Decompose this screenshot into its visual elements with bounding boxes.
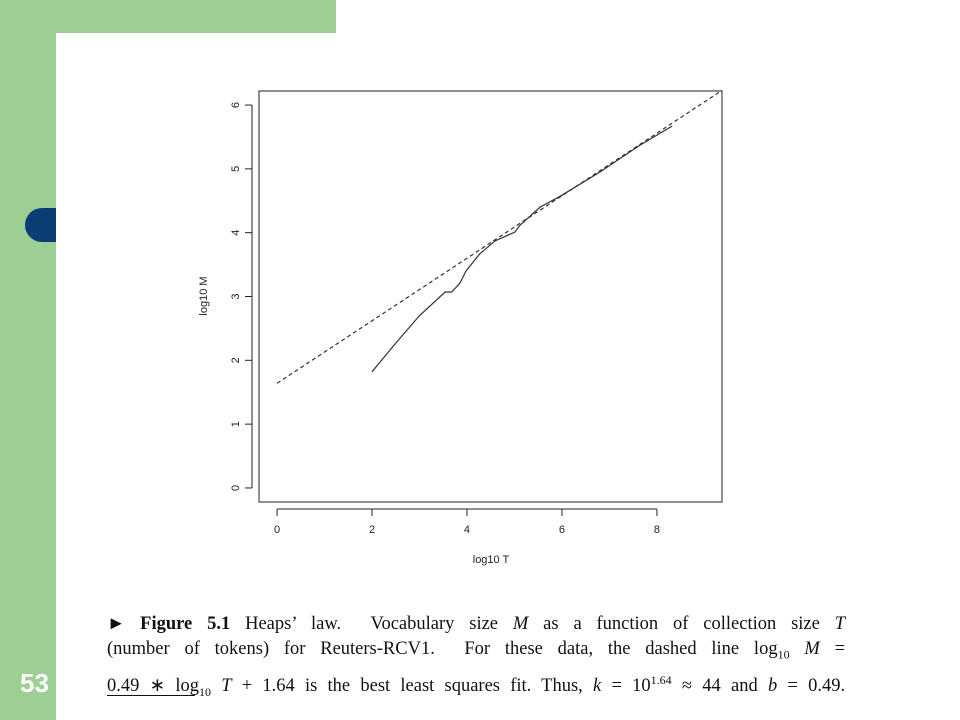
text: (number of tokens) for Reuters-RCV1. For… bbox=[107, 639, 778, 659]
y-tick-label: 6 bbox=[230, 102, 242, 108]
y-tick-label: 1 bbox=[230, 421, 242, 427]
arrow: ► bbox=[107, 614, 126, 634]
text: + 1.64 is the best least squares fit. Th… bbox=[241, 675, 583, 696]
text: Heaps’ law. Vocabulary size bbox=[245, 614, 499, 634]
y-tick-label: 2 bbox=[230, 357, 242, 363]
x-tick-label: 4 bbox=[464, 524, 470, 536]
math: k bbox=[593, 675, 602, 696]
subscript: 10 bbox=[777, 647, 790, 662]
x-tick-label: 6 bbox=[559, 524, 565, 536]
x-tick-label: 0 bbox=[274, 524, 280, 536]
y-tick-label: 3 bbox=[230, 293, 242, 299]
data-line bbox=[371, 125, 673, 373]
y-tick-label: 0 bbox=[230, 485, 242, 491]
caption-line: 0.49 ∗ log10 T + 1.64 is the best least … bbox=[107, 668, 845, 705]
math: b bbox=[767, 675, 778, 696]
text: ≈ 44 and bbox=[681, 675, 758, 696]
x-tick-label: 2 bbox=[369, 524, 375, 536]
caption-line: (number of tokens) for Reuters-RCV1. For… bbox=[107, 637, 845, 668]
figure-label: Figure 5.1 bbox=[140, 614, 231, 634]
text: = bbox=[834, 639, 845, 659]
math: T bbox=[834, 614, 846, 634]
math: T bbox=[221, 675, 232, 696]
subscript: 10 bbox=[198, 684, 211, 699]
x-tick-label: 8 bbox=[654, 524, 660, 536]
text: 0.49 ∗ log bbox=[107, 675, 199, 696]
rule bbox=[107, 695, 195, 696]
text: = 0.49. bbox=[787, 675, 846, 696]
plot-box bbox=[258, 90, 723, 503]
caption-line: ► Figure 5.1 Heaps’ law. Vocabulary size… bbox=[107, 612, 845, 637]
y-axis-label: log10 M bbox=[198, 276, 210, 315]
math: M bbox=[804, 639, 820, 659]
text: as a function of collection size bbox=[543, 614, 820, 634]
y-tick-label: 5 bbox=[230, 166, 242, 172]
superscript: 1.64 bbox=[650, 672, 672, 687]
math: M bbox=[512, 614, 529, 634]
content-panel bbox=[56, 33, 940, 720]
data-line bbox=[276, 89, 723, 384]
caption: ► Figure 5.1 Heaps’ law. Vocabulary size… bbox=[107, 612, 845, 705]
text: = 10 bbox=[611, 675, 651, 696]
slide-number: 53 bbox=[20, 668, 49, 698]
green-band bbox=[0, 0, 336, 33]
y-tick-label: 4 bbox=[230, 230, 242, 236]
x-axis-label: log10 T bbox=[473, 554, 510, 566]
